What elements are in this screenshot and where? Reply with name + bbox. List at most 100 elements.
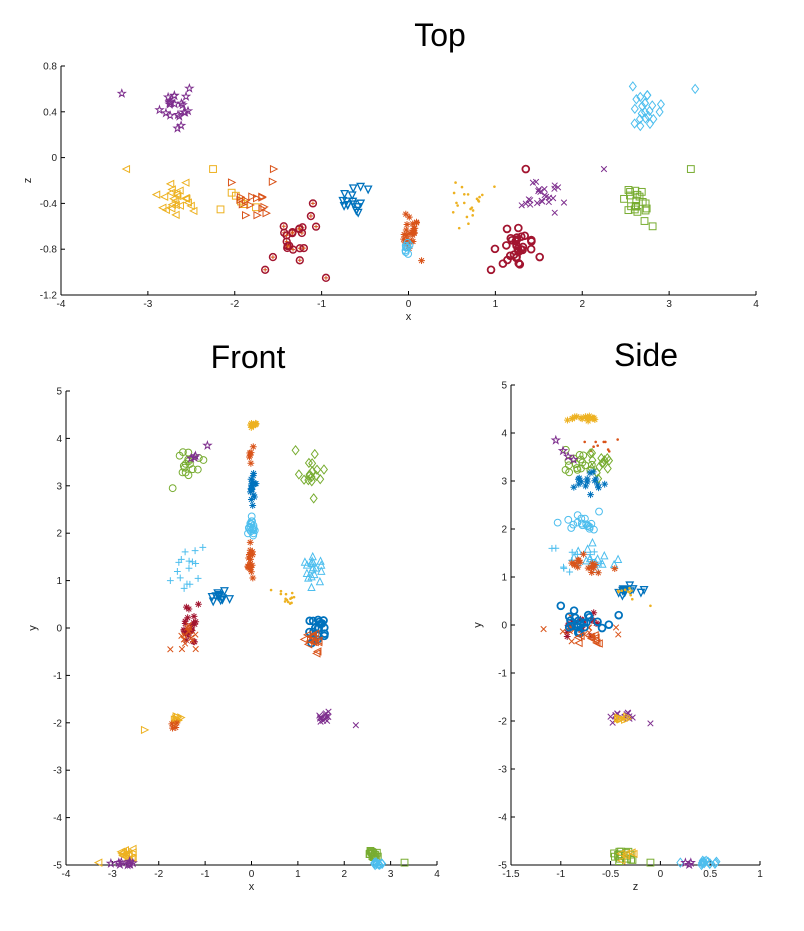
data-point xyxy=(613,554,623,563)
series-asterisk xyxy=(246,443,257,467)
data-point xyxy=(604,440,607,444)
data-point xyxy=(570,561,578,569)
data-point xyxy=(175,559,183,566)
data-point xyxy=(630,589,633,592)
data-point xyxy=(568,415,576,422)
data-point xyxy=(580,550,587,558)
data-point xyxy=(615,631,622,638)
data-point xyxy=(199,544,207,551)
data-point xyxy=(180,91,192,101)
data-point xyxy=(621,715,630,725)
series-diamond xyxy=(291,445,329,504)
chart-title: Front xyxy=(211,339,286,375)
series-asterisk xyxy=(564,412,599,425)
series-pentagram xyxy=(185,440,213,463)
data-point xyxy=(451,210,455,214)
data-point xyxy=(249,443,257,451)
data-point xyxy=(268,177,278,186)
data-point xyxy=(294,469,303,480)
data-point xyxy=(159,192,169,202)
series-x xyxy=(518,165,608,216)
data-point xyxy=(409,238,417,245)
data-point xyxy=(457,226,461,230)
data-point xyxy=(471,209,475,212)
data-point xyxy=(158,203,167,212)
data-point xyxy=(247,485,255,493)
data-point xyxy=(640,97,650,109)
data-point xyxy=(316,556,325,565)
data-point xyxy=(592,638,601,648)
series-square xyxy=(620,165,695,231)
data-point xyxy=(617,591,627,601)
data-point xyxy=(291,445,300,456)
data-point xyxy=(627,202,635,211)
data-point xyxy=(582,482,590,490)
x-tick-label: -0.5 xyxy=(602,869,620,880)
data-point xyxy=(585,412,593,420)
data-point xyxy=(194,575,202,582)
data-point xyxy=(308,616,318,626)
data-point xyxy=(249,502,257,509)
data-point xyxy=(625,581,635,591)
data-point xyxy=(169,194,178,203)
data-point xyxy=(187,627,194,635)
data-point xyxy=(587,447,597,459)
data-point xyxy=(181,640,189,647)
data-point xyxy=(317,714,324,721)
data-point xyxy=(249,574,257,582)
data-point xyxy=(260,202,269,212)
data-point xyxy=(578,415,586,423)
data-point xyxy=(321,273,331,282)
data-point xyxy=(647,720,654,727)
data-point xyxy=(563,633,571,640)
data-point xyxy=(246,453,253,461)
data-point xyxy=(183,580,191,588)
series-dot xyxy=(616,586,652,608)
data-point xyxy=(199,456,208,464)
data-point xyxy=(600,165,608,173)
data-point xyxy=(308,551,317,561)
data-point xyxy=(151,190,161,199)
data-point xyxy=(403,221,411,228)
data-point xyxy=(202,440,213,451)
data-point xyxy=(246,451,254,459)
data-point xyxy=(563,629,571,636)
data-point xyxy=(587,491,594,499)
data-point xyxy=(623,588,627,592)
data-point xyxy=(583,440,586,444)
data-point xyxy=(616,438,619,441)
data-point xyxy=(253,211,262,220)
x-tick-label: 1 xyxy=(757,869,763,880)
series-diamond xyxy=(628,81,700,132)
data-point xyxy=(165,97,176,108)
data-point xyxy=(405,241,414,250)
data-point xyxy=(113,857,125,868)
data-point xyxy=(596,444,599,447)
data-point xyxy=(551,182,558,189)
data-point xyxy=(402,226,410,234)
data-point xyxy=(269,164,279,174)
y-tick-label: -1 xyxy=(53,671,62,682)
data-point xyxy=(604,620,614,629)
data-point xyxy=(655,106,664,118)
data-point xyxy=(562,451,574,461)
data-point xyxy=(569,552,579,561)
data-point xyxy=(400,231,408,238)
x-tick-label: -2 xyxy=(154,869,163,880)
x-tick-label: 0.5 xyxy=(703,869,717,880)
data-point xyxy=(680,857,691,868)
data-point xyxy=(616,715,626,724)
series-diamond xyxy=(676,855,721,871)
data-point xyxy=(493,185,496,188)
y-tick-label: 4 xyxy=(56,434,62,445)
data-point xyxy=(630,118,639,129)
scatter-points xyxy=(540,412,721,871)
data-point xyxy=(190,450,201,461)
data-point xyxy=(177,99,188,110)
data-point xyxy=(315,576,325,586)
data-point xyxy=(105,857,117,868)
data-point xyxy=(632,202,640,211)
data-point xyxy=(595,507,603,516)
data-point xyxy=(486,265,496,275)
series-pentagram xyxy=(550,434,579,464)
